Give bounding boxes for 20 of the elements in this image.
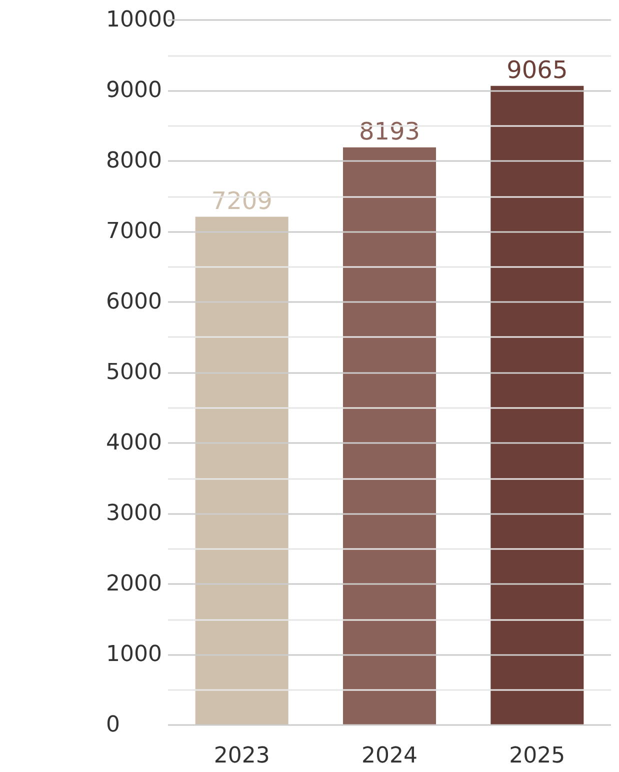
bar xyxy=(342,147,436,725)
bar xyxy=(195,216,288,725)
y-tick-label: 5000 xyxy=(106,360,162,385)
bar xyxy=(490,86,584,725)
data-label: 7209 xyxy=(211,186,272,215)
x-tick-label: 2024 xyxy=(362,744,418,768)
y-tick-label: 8000 xyxy=(106,148,162,174)
x-tick-label: 2023 xyxy=(214,744,270,768)
y-tick-label: 9000 xyxy=(106,78,162,103)
y-tick-label: 2000 xyxy=(106,572,162,596)
y-tick-label: 6000 xyxy=(106,290,162,314)
y-tick-label: 10000 xyxy=(106,8,176,32)
y-tick-label: 7000 xyxy=(106,219,162,244)
y-tick-label: 0 xyxy=(106,712,120,738)
data-label: 9065 xyxy=(506,56,568,84)
y-tick-label: 3000 xyxy=(106,501,162,526)
x-tick-label: 2025 xyxy=(509,744,566,768)
y-tick-label: 1000 xyxy=(106,642,162,667)
y-tick-label: 4000 xyxy=(106,430,162,456)
data-label: 8193 xyxy=(358,117,420,146)
